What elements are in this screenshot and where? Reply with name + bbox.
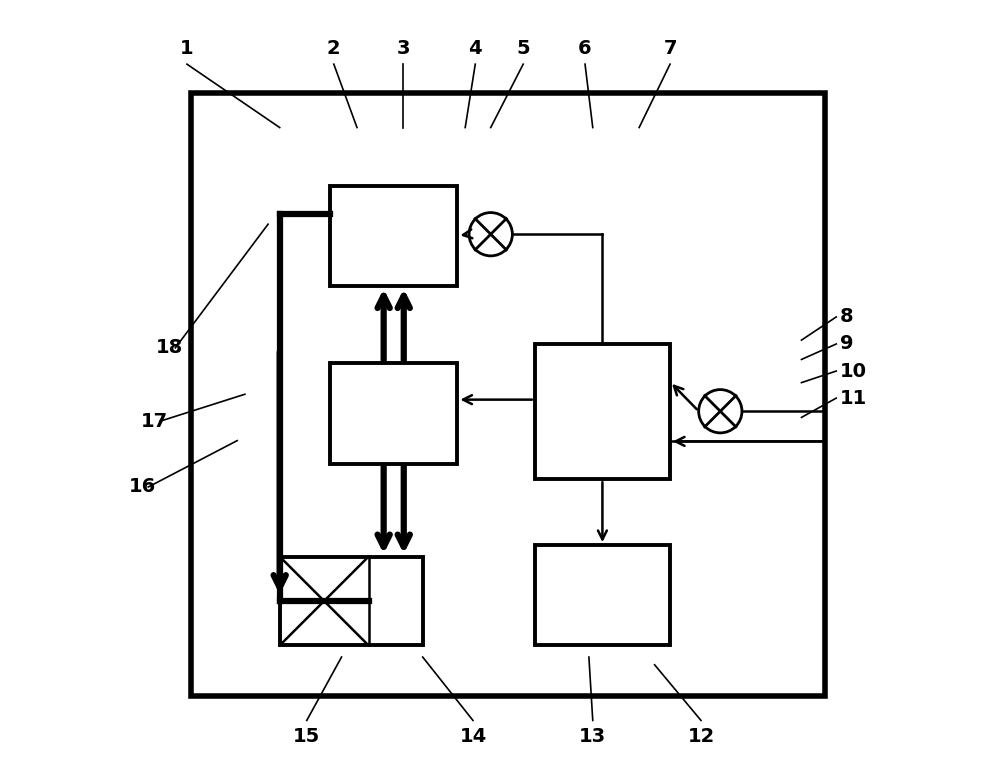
Text: 8: 8 — [840, 308, 854, 326]
Text: 4: 4 — [468, 39, 482, 58]
Text: 12: 12 — [687, 727, 715, 746]
Bar — [280, 557, 423, 645]
Bar — [535, 545, 670, 645]
Bar — [330, 186, 457, 286]
Text: 3: 3 — [397, 39, 410, 58]
Bar — [535, 344, 670, 479]
Text: 10: 10 — [840, 362, 867, 380]
Text: 6: 6 — [578, 39, 592, 58]
Text: 17: 17 — [141, 412, 168, 431]
Text: 11: 11 — [840, 389, 867, 407]
Text: 7: 7 — [663, 39, 677, 58]
Bar — [191, 93, 825, 696]
Text: 1: 1 — [180, 39, 194, 58]
Bar — [330, 363, 457, 464]
Text: 16: 16 — [129, 478, 156, 496]
Text: 15: 15 — [293, 727, 320, 746]
Text: 9: 9 — [840, 335, 854, 353]
Text: 2: 2 — [327, 39, 341, 58]
Text: 5: 5 — [516, 39, 530, 58]
Text: 13: 13 — [579, 727, 606, 746]
Text: 14: 14 — [459, 727, 487, 746]
Text: 18: 18 — [156, 339, 183, 357]
